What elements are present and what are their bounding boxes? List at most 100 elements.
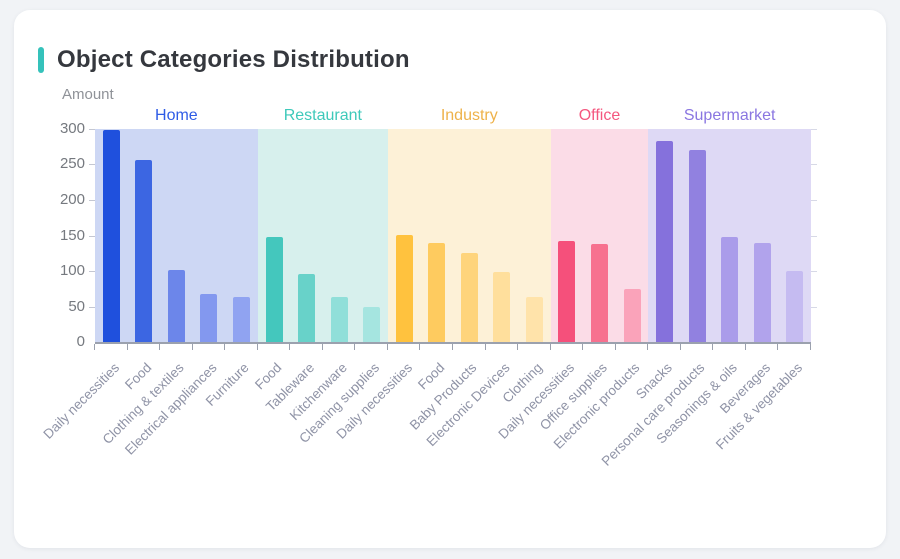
y-axis-tick-mark — [89, 164, 95, 166]
bar-supermarket-snacks[interactable] — [656, 141, 674, 342]
x-axis-tick-mark — [159, 344, 161, 350]
x-axis-tick-mark — [191, 344, 193, 350]
y-axis-tick-label: 150 — [59, 226, 85, 244]
group-label-restaurant: Restaurant — [283, 107, 362, 124]
x-axis-labels: Daily necessities Food Clothing & textiles… — [40, 350, 811, 518]
x-axis-tick-mark — [419, 344, 421, 350]
x-axis-tick-mark — [712, 344, 714, 350]
y-axis-tick-label: 200 — [59, 190, 85, 208]
y-axis-tick-mark — [89, 199, 95, 201]
bar-home-daily-necessities[interactable] — [102, 130, 120, 342]
bar-slot — [616, 129, 649, 342]
bar-slot — [388, 129, 421, 342]
x-axis-tick-mark — [614, 344, 616, 350]
y-axis-title: Amount — [62, 86, 114, 103]
x-axis-tick-mark — [452, 344, 453, 350]
group-label-office: Office — [578, 107, 621, 124]
x-axis-tick-mark — [679, 344, 681, 350]
bar-supermarket-seasonings-oils[interactable] — [721, 236, 739, 342]
bar-slot — [420, 129, 453, 342]
band-supermarket — [648, 129, 812, 342]
bar-industry-baby-products[interactable] — [460, 252, 478, 342]
x-axis-tick-mark — [777, 344, 779, 350]
x-axis-tick-mark — [126, 344, 128, 350]
bar-home-electrical-appliances[interactable] — [200, 293, 218, 342]
bar-home-food[interactable] — [135, 159, 153, 342]
x-axis-tick-mark — [224, 344, 226, 350]
title-row: Object Categories Distribution — [38, 46, 886, 74]
x-axis-tick-mark — [484, 344, 486, 350]
bar-slot — [648, 129, 681, 342]
y-axis-tick-mark — [89, 306, 95, 308]
y-axis-tick-mark — [811, 164, 817, 166]
group-labels-row: Home Restaurant Industry Office Supermarket — [95, 105, 811, 129]
bar-slot — [290, 129, 323, 342]
y-axis-tick-mark — [811, 270, 817, 272]
y-axis-tick-label: 0 — [76, 333, 85, 350]
bar-slot — [128, 129, 161, 342]
bar-industry-electronic-devices[interactable] — [493, 271, 511, 342]
y-axis-tick-mark — [89, 129, 95, 130]
bar-slot — [551, 129, 584, 342]
y-axis-tick-mark — [811, 199, 817, 201]
chart-title: Object Categories Distribution — [57, 46, 410, 73]
title-accent-bar — [38, 47, 44, 73]
bar-slot — [225, 129, 258, 342]
x-axis-tick-mark — [549, 344, 551, 350]
bar-supermarket-beverages[interactable] — [753, 242, 771, 342]
x-axis-tick-mark — [582, 344, 584, 350]
band-home — [95, 129, 258, 342]
y-axis-tick-mark — [811, 129, 817, 130]
x-axis-tick-mark — [744, 344, 746, 350]
bar-slot — [258, 129, 291, 342]
bar-supermarket-personal-care-products[interactable] — [688, 150, 706, 342]
x-axis-ticks — [94, 344, 811, 350]
bar-slot — [746, 129, 779, 342]
bar-restaurant-food[interactable] — [265, 236, 283, 342]
bar-restaurant-kitchenware[interactable] — [330, 296, 348, 342]
bar-office-electronic-products[interactable] — [623, 289, 641, 342]
bar-slot — [583, 129, 616, 342]
x-axis-tick-mark — [289, 344, 291, 350]
bar-restaurant-tableware[interactable] — [298, 273, 316, 342]
bar-slot — [681, 129, 714, 342]
y-axis-tick-mark — [89, 235, 95, 237]
band-restaurant — [257, 129, 388, 342]
y-axis-tick-label: 50 — [68, 297, 85, 315]
x-axis-tick-mark — [354, 344, 356, 350]
x-axis-tick-mark — [517, 344, 519, 350]
y-axis-tick-label: 300 — [59, 120, 85, 137]
group-label-home: Home — [155, 107, 198, 124]
x-axis-tick-mark — [256, 344, 258, 350]
y-axis-tick-mark — [89, 270, 95, 272]
chart-area: Home Restaurant Industry Office Supermarket … — [40, 105, 817, 518]
bar-office-daily-necessities[interactable] — [558, 241, 576, 342]
group-label-supermarket: Supermarket — [683, 107, 776, 124]
bar-slot — [160, 129, 193, 342]
band-office — [550, 129, 649, 342]
bar-restaurant-cleaning-supplies[interactable] — [363, 306, 381, 342]
y-axis-tick-label: 250 — [59, 155, 85, 173]
x-axis-tick-mark — [321, 344, 323, 350]
bar-industry-clothing[interactable] — [525, 297, 543, 342]
bar-industry-food[interactable] — [428, 243, 446, 342]
y-axis-tick-mark — [811, 306, 817, 308]
chart-card: Object Categories Distribution Amount Ho… — [14, 10, 886, 548]
bar-slot — [95, 129, 128, 342]
y-axis-tick-mark — [811, 235, 817, 237]
bar-home-clothing-textiles[interactable] — [167, 269, 185, 342]
y-axis-tick-label: 100 — [59, 261, 85, 279]
bar-slot — [355, 129, 388, 342]
bar-supermarket-fruits-vegetables[interactable] — [786, 271, 804, 342]
group-label-industry: Industry — [440, 107, 498, 124]
bar-office-office-supplies[interactable] — [590, 244, 608, 342]
bar-home-furniture[interactable] — [232, 297, 250, 342]
bar-slot — [518, 129, 551, 342]
bar-slot — [193, 129, 226, 342]
x-axis-tick-mark — [647, 344, 649, 350]
x-axis-tick-mark — [810, 344, 811, 350]
x-axis-tick-mark — [386, 344, 388, 350]
bar-industry-daily-necessities[interactable] — [395, 234, 413, 342]
band-industry — [387, 129, 551, 342]
bar-slot — [713, 129, 746, 342]
